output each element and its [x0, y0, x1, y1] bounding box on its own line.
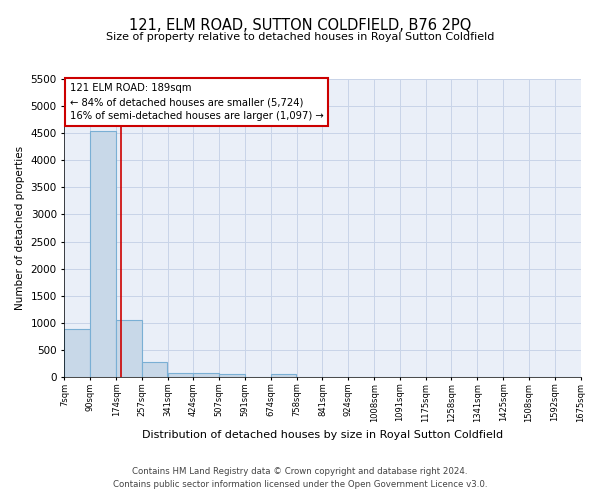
Bar: [219, 374, 245, 377]
Bar: [193, 373, 219, 377]
Text: Contains HM Land Registry data © Crown copyright and database right 2024.: Contains HM Land Registry data © Crown c…: [132, 467, 468, 476]
Bar: [168, 372, 193, 377]
Y-axis label: Number of detached properties: Number of detached properties: [15, 146, 25, 310]
Bar: [271, 374, 296, 377]
Text: 121 ELM ROAD: 189sqm
← 84% of detached houses are smaller (5,724)
16% of semi-de: 121 ELM ROAD: 189sqm ← 84% of detached h…: [70, 84, 323, 122]
Bar: [90, 131, 116, 377]
Bar: [116, 320, 142, 377]
Bar: [142, 362, 167, 377]
Bar: [64, 330, 90, 377]
Text: 121, ELM ROAD, SUTTON COLDFIELD, B76 2PQ: 121, ELM ROAD, SUTTON COLDFIELD, B76 2PQ: [129, 18, 471, 32]
X-axis label: Distribution of detached houses by size in Royal Sutton Coldfield: Distribution of detached houses by size …: [142, 430, 503, 440]
Text: Contains public sector information licensed under the Open Government Licence v3: Contains public sector information licen…: [113, 480, 487, 489]
Text: Size of property relative to detached houses in Royal Sutton Coldfield: Size of property relative to detached ho…: [106, 32, 494, 42]
